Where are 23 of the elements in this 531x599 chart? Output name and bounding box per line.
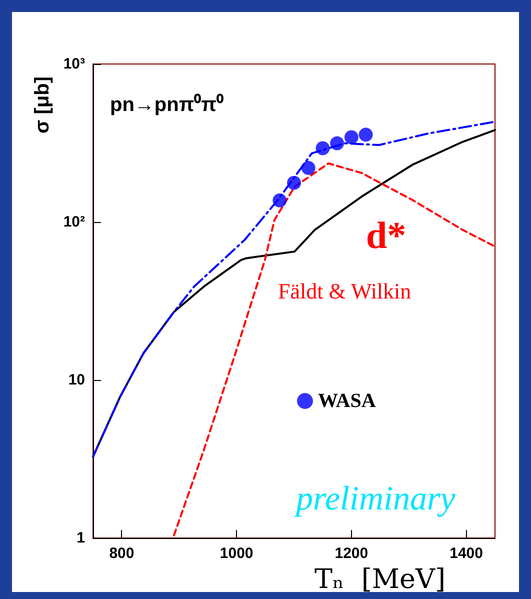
annotation: pn→pnπ⁰π⁰ (110, 93, 224, 116)
point (272, 193, 287, 208)
x-tick-label: 800 (109, 545, 134, 562)
line-series (172, 162, 496, 536)
y-tick-label: 10² (63, 214, 85, 230)
point (316, 141, 330, 156)
point (358, 128, 373, 142)
point (344, 130, 358, 144)
x-axis-title: Tₙ [MeV] (314, 564, 446, 595)
x-tick-label: 1200 (334, 545, 368, 562)
point (330, 136, 344, 150)
legend-label: WASA (318, 390, 376, 412)
x-tick-label: 1000 (220, 545, 254, 562)
y-tick-label: 1 (76, 530, 85, 546)
point (301, 160, 316, 175)
y-axis-title: σ [μb] (31, 76, 54, 134)
y-tick-label: 10³ (63, 56, 85, 72)
x-tick-label: 1400 (450, 545, 483, 562)
annotation: d* (366, 215, 406, 257)
point (287, 176, 301, 190)
annotation: preliminary (294, 480, 456, 518)
y-tick-label: 10 (68, 372, 85, 388)
annotation: Fäldt & Wilkin (278, 278, 412, 304)
